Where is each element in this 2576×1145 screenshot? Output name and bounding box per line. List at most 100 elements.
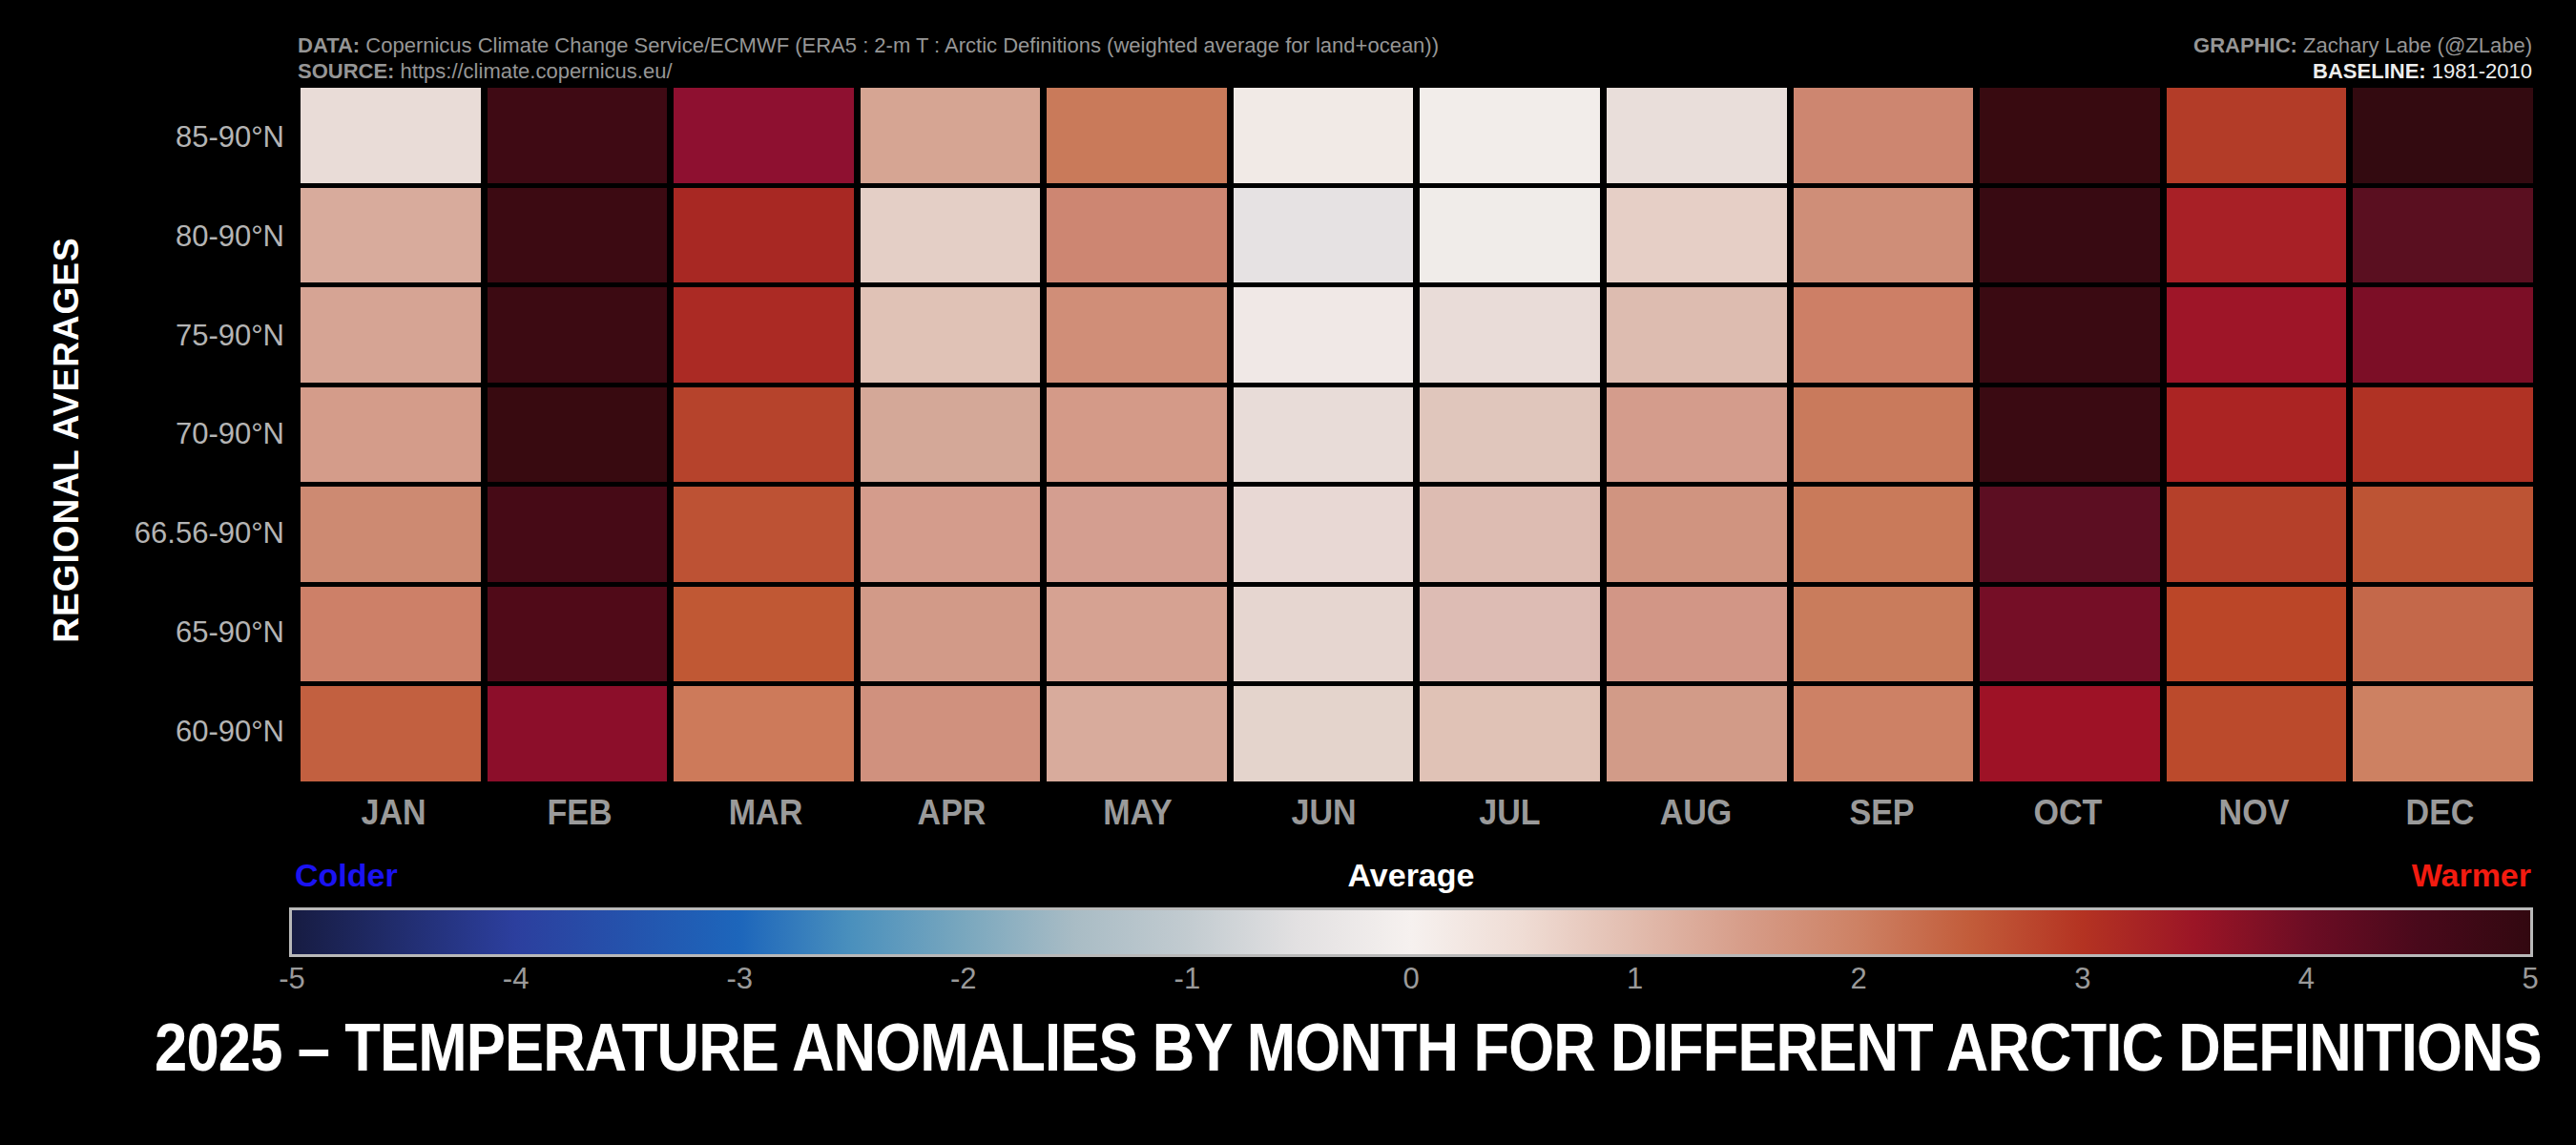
heatmap-cell: [1607, 587, 1787, 682]
heatmap-cell: [1234, 287, 1414, 383]
chart-title: 2025 – TEMPERATURE ANOMALIES BY MONTH FO…: [155, 1010, 2421, 1086]
heatmap-cell: [2353, 287, 2533, 383]
heatmap-cell: [1234, 587, 1414, 682]
colorbar-legend-words: Colder Average Warmer: [289, 857, 2533, 899]
row-label: 75-90°N: [0, 286, 284, 385]
heatmap-cell: [1794, 587, 1974, 682]
heatmap-cell: [488, 188, 668, 283]
row-label: 70-90°N: [0, 385, 284, 485]
month-label: JUN: [1238, 790, 1409, 836]
colorbar-ticks: -5-4-3-2-1012345: [292, 962, 2530, 996]
heatmap-cell: [1420, 686, 1600, 781]
heatmap-cell: [488, 487, 668, 582]
heatmap-cell: [2167, 686, 2347, 781]
heatmap-cell: [2167, 587, 2347, 682]
heatmap-cell: [488, 88, 668, 183]
data-value: Copernicus Climate Change Service/ECMWF …: [365, 33, 1439, 57]
heatmap-cell: [1420, 188, 1600, 283]
month-label: SEP: [1797, 790, 1967, 836]
heatmap-cell: [1980, 188, 2160, 283]
heatmap-cell: [301, 88, 481, 183]
heatmap-cell: [1047, 387, 1227, 483]
source-label: SOURCE:: [298, 59, 394, 83]
row-label: 66.56-90°N: [0, 484, 284, 583]
row-label: 85-90°N: [0, 88, 284, 187]
row-label: 60-90°N: [0, 682, 284, 781]
heatmap-cell: [674, 88, 854, 183]
heatmap-cell: [2167, 387, 2347, 483]
heatmap-cell: [2167, 88, 2347, 183]
graphic-line: GRAPHIC: Zachary Labe (@ZLabe): [2193, 32, 2532, 58]
heatmap-cell: [1420, 387, 1600, 483]
heatmap-cell: [301, 188, 481, 283]
chart-canvas: DATA: Copernicus Climate Change Service/…: [0, 0, 2576, 1145]
colorbar-tick-label: 0: [1402, 962, 1419, 996]
heatmap-cell: [1607, 188, 1787, 283]
heatmap-cell: [488, 686, 668, 781]
heatmap-cell: [1607, 88, 1787, 183]
colorbar: [289, 907, 2533, 957]
heatmap-cell: [2167, 188, 2347, 283]
month-labels: JANFEBMARAPRMAYJUNJULAUGSEPOCTNOVDEC: [301, 790, 2533, 836]
heatmap-cell: [2353, 88, 2533, 183]
month-label: MAY: [1052, 790, 1223, 836]
heatmap-cell: [1047, 287, 1227, 383]
month-label: AUG: [1610, 790, 1781, 836]
month-label: APR: [866, 790, 1037, 836]
heatmap-cell: [1980, 88, 2160, 183]
month-label: JUL: [1424, 790, 1595, 836]
heatmap-cell: [674, 587, 854, 682]
heatmap-cell: [674, 287, 854, 383]
heatmap-cell: [674, 188, 854, 283]
heatmap-cell: [1794, 487, 1974, 582]
heatmap-cell: [2353, 587, 2533, 682]
heatmap-cell: [1607, 387, 1787, 483]
heatmap-cell: [861, 487, 1041, 582]
heatmap-cell: [2353, 188, 2533, 283]
heatmap-cell: [1794, 88, 1974, 183]
heatmap-cell: [2167, 287, 2347, 383]
row-labels: 85-90°N80-90°N75-90°N70-90°N66.56-90°N65…: [0, 88, 284, 781]
heatmap-cell: [1234, 188, 1414, 283]
heatmap-cell: [1047, 587, 1227, 682]
row-label: 65-90°N: [0, 583, 284, 682]
data-source-header: DATA: Copernicus Climate Change Service/…: [298, 32, 1439, 84]
heatmap-cell: [861, 387, 1041, 483]
heatmap-cell: [2167, 487, 2347, 582]
heatmap-cell: [488, 587, 668, 682]
colorbar-tick-label: -3: [726, 962, 753, 996]
heatmap-cell: [861, 587, 1041, 682]
baseline-line: BASELINE: 1981-2010: [2193, 58, 2532, 84]
heatmap-cell: [1420, 287, 1600, 383]
heatmap-cell: [301, 387, 481, 483]
baseline-label: BASELINE:: [2313, 59, 2426, 83]
heatmap-cell: [301, 287, 481, 383]
heatmap-cell: [2353, 686, 2533, 781]
month-label: MAR: [680, 790, 851, 836]
heatmap-cell: [861, 188, 1041, 283]
source-value: https://climate.copernicus.eu/: [401, 59, 673, 83]
heatmap-grid: [301, 88, 2533, 781]
heatmap-cell: [2353, 387, 2533, 483]
month-label: NOV: [2169, 790, 2339, 836]
heatmap-cell: [1794, 686, 1974, 781]
heatmap-cell: [1607, 287, 1787, 383]
heatmap-cell: [861, 88, 1041, 183]
colorbar-tick-label: -4: [503, 962, 530, 996]
heatmap-cell: [1980, 487, 2160, 582]
heatmap-cell: [488, 287, 668, 383]
colorbar-tick-label: 5: [2522, 962, 2538, 996]
heatmap-cell: [1420, 487, 1600, 582]
colorbar-tick-label: 4: [2298, 962, 2315, 996]
heatmap-cell: [1420, 88, 1600, 183]
average-label: Average: [289, 857, 2533, 894]
heatmap-cell: [1607, 487, 1787, 582]
warmer-label: Warmer: [2412, 857, 2531, 894]
heatmap-cell: [1980, 686, 2160, 781]
colorbar-tick-label: -5: [279, 962, 305, 996]
heatmap-cell: [301, 587, 481, 682]
heatmap-cell: [1420, 587, 1600, 682]
heatmap-cell: [1047, 487, 1227, 582]
heatmap-cell: [1234, 487, 1414, 582]
heatmap-cell: [861, 287, 1041, 383]
